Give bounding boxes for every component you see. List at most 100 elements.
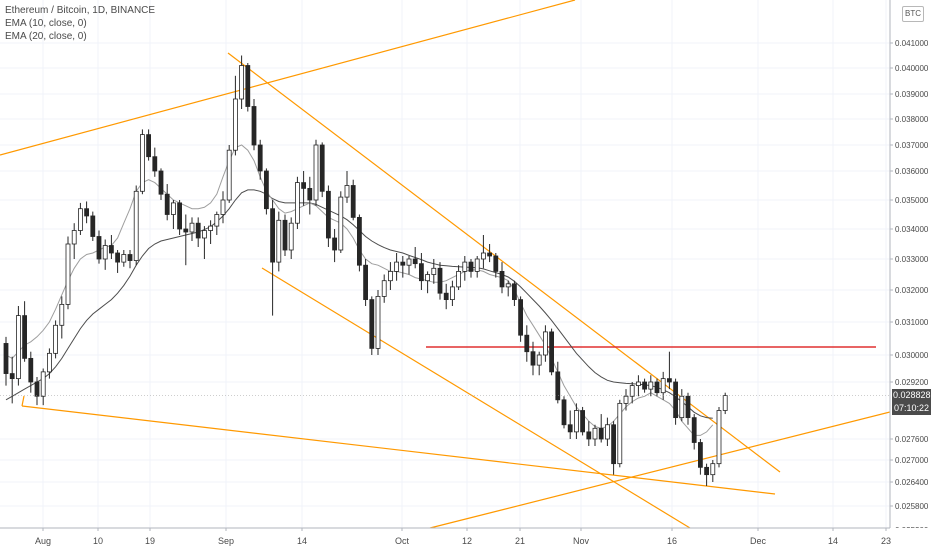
candle[interactable] xyxy=(679,389,685,422)
candle[interactable] xyxy=(642,378,647,393)
trendline-6[interactable] xyxy=(21,395,25,407)
candle[interactable] xyxy=(412,247,418,269)
candle[interactable] xyxy=(592,424,598,446)
candle[interactable] xyxy=(673,378,678,425)
candle[interactable] xyxy=(691,414,697,450)
candle[interactable] xyxy=(270,200,276,316)
candle[interactable] xyxy=(611,421,616,475)
candle[interactable] xyxy=(96,230,102,264)
candle[interactable] xyxy=(245,63,251,112)
candle[interactable] xyxy=(282,214,288,257)
candle[interactable] xyxy=(549,328,554,376)
candle[interactable] xyxy=(629,382,635,404)
candle[interactable] xyxy=(34,376,40,406)
candle[interactable] xyxy=(586,421,592,446)
candle[interactable] xyxy=(623,389,629,411)
candle[interactable] xyxy=(660,371,666,400)
candle[interactable] xyxy=(518,296,523,342)
candle[interactable] xyxy=(53,320,58,359)
candle[interactable] xyxy=(512,280,517,306)
candle[interactable] xyxy=(561,396,567,429)
candle[interactable] xyxy=(487,244,493,263)
candle[interactable] xyxy=(232,75,238,156)
candle[interactable] xyxy=(580,406,585,436)
currency-badge[interactable]: BTC xyxy=(902,6,924,22)
candle[interactable] xyxy=(220,191,226,224)
candle[interactable] xyxy=(22,301,28,362)
candle[interactable] xyxy=(127,250,133,269)
candle[interactable] xyxy=(164,184,170,221)
candle[interactable] xyxy=(574,403,579,439)
candle[interactable] xyxy=(59,296,65,339)
candle[interactable] xyxy=(214,211,220,235)
candle[interactable] xyxy=(418,253,424,290)
candle[interactable] xyxy=(375,290,381,355)
candle[interactable] xyxy=(716,406,722,468)
candle[interactable] xyxy=(313,139,319,206)
candle[interactable] xyxy=(425,271,431,294)
trendline-1[interactable] xyxy=(0,0,576,156)
candle[interactable] xyxy=(3,336,9,386)
candle[interactable] xyxy=(443,283,449,310)
candle[interactable] xyxy=(431,259,437,284)
candle[interactable] xyxy=(307,176,313,215)
candle[interactable] xyxy=(115,250,120,273)
candle[interactable] xyxy=(109,235,114,259)
candle[interactable] xyxy=(344,171,350,203)
candle[interactable] xyxy=(437,262,443,300)
candle[interactable] xyxy=(71,223,77,259)
candle[interactable] xyxy=(449,280,455,306)
ema10-legend[interactable]: EMA (10, close, 0) xyxy=(5,18,87,29)
candle[interactable] xyxy=(543,325,548,362)
candle[interactable] xyxy=(288,217,294,259)
candle[interactable] xyxy=(257,139,263,180)
candle[interactable] xyxy=(710,460,716,482)
candle[interactable] xyxy=(183,214,189,266)
candle[interactable] xyxy=(158,168,164,200)
candle[interactable] xyxy=(400,256,406,278)
candle[interactable] xyxy=(152,147,158,177)
candle[interactable] xyxy=(462,256,468,281)
time-axis-bg[interactable] xyxy=(0,528,932,550)
candles-layer[interactable] xyxy=(3,55,728,487)
candle[interactable] xyxy=(319,142,325,198)
candle[interactable] xyxy=(78,202,83,235)
candle[interactable] xyxy=(722,392,728,415)
candle[interactable] xyxy=(363,259,369,306)
candle[interactable] xyxy=(189,217,195,241)
candle[interactable] xyxy=(208,220,214,244)
candle[interactable] xyxy=(636,375,641,397)
candle[interactable] xyxy=(369,296,375,355)
candle[interactable] xyxy=(276,211,282,272)
candle[interactable] xyxy=(605,417,610,446)
candle[interactable] xyxy=(468,259,474,278)
candle[interactable] xyxy=(667,351,672,390)
candle[interactable] xyxy=(301,171,307,206)
candle[interactable] xyxy=(170,200,176,229)
candle[interactable] xyxy=(480,235,486,269)
candle[interactable] xyxy=(121,250,127,267)
candle[interactable] xyxy=(387,262,393,290)
candle[interactable] xyxy=(28,351,34,393)
candle[interactable] xyxy=(139,129,145,195)
trendline-3[interactable] xyxy=(261,267,691,529)
candle[interactable] xyxy=(654,378,660,397)
candle[interactable] xyxy=(294,176,300,229)
candle[interactable] xyxy=(617,399,623,468)
ema20-legend[interactable]: EMA (20, close, 0) xyxy=(5,31,87,42)
trendline-5[interactable] xyxy=(429,411,891,529)
candle[interactable] xyxy=(394,253,400,281)
candle[interactable] xyxy=(474,256,480,278)
candle[interactable] xyxy=(90,211,96,241)
candle[interactable] xyxy=(555,361,561,404)
candle[interactable] xyxy=(65,236,71,310)
candle[interactable] xyxy=(102,239,108,270)
price-axis-bg[interactable] xyxy=(890,0,932,550)
candle[interactable] xyxy=(332,229,338,263)
trendline-2[interactable] xyxy=(227,52,781,473)
candle[interactable] xyxy=(350,179,356,221)
trendline-4[interactable] xyxy=(21,405,776,495)
candle[interactable] xyxy=(177,200,183,235)
candle[interactable] xyxy=(226,145,232,203)
candle[interactable] xyxy=(505,280,511,297)
